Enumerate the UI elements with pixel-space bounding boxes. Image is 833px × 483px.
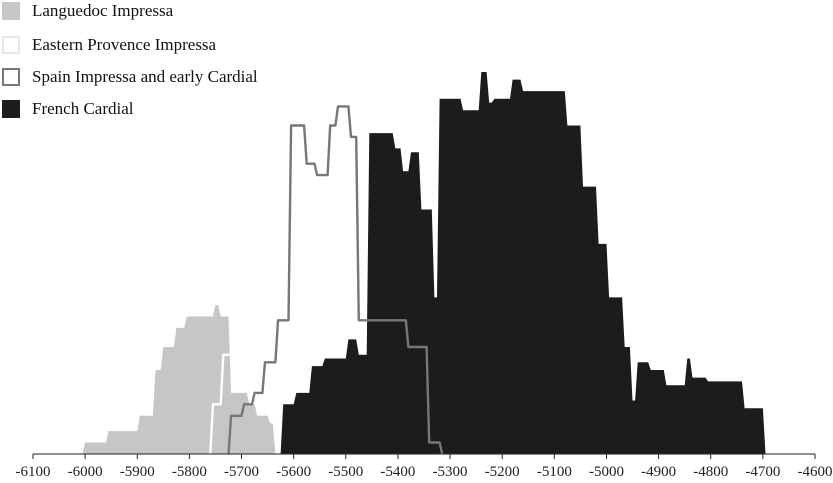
legend-swatch-eastern-provence-impressa bbox=[2, 36, 20, 54]
x-tick-label: -5100 bbox=[537, 464, 572, 480]
x-tick-label: -5000 bbox=[589, 464, 624, 480]
series-spain-impressa-and-early-cardial bbox=[227, 105, 444, 455]
x-tick-label: -5400 bbox=[380, 464, 415, 480]
x-tick-label: -5300 bbox=[433, 464, 468, 480]
legend-label-eastern-provence-impressa: Eastern Provence Impressa bbox=[32, 35, 217, 54]
x-tick-label: -5800 bbox=[172, 464, 207, 480]
series-layer bbox=[82, 72, 766, 455]
legend-label-languedoc-impressa: Languedoc Impressa bbox=[32, 1, 174, 20]
legend-swatch-french-cardial bbox=[2, 100, 20, 118]
x-tick-label: -5500 bbox=[328, 464, 363, 480]
x-tick-label: -5700 bbox=[224, 464, 259, 480]
x-tick-label: -5900 bbox=[120, 464, 155, 480]
x-tick-label: -4600 bbox=[798, 464, 833, 480]
legend-label-spain-impressa-early-cardial: Spain Impressa and early Cardial bbox=[32, 67, 258, 86]
x-tick-label: -4700 bbox=[745, 464, 780, 480]
x-axis-ticks: -6100 -6000 -5900 -5800 -5700 -5600 -5500 -5400… bbox=[16, 454, 833, 480]
x-tick-label: -4900 bbox=[641, 464, 676, 480]
legend-label-french-cardial: French Cardial bbox=[32, 99, 134, 118]
x-tick-label: -6000 bbox=[68, 464, 103, 480]
legend-swatch-languedoc-impressa bbox=[2, 2, 20, 20]
x-tick-label: -5200 bbox=[485, 464, 520, 480]
x-tick-label: -5600 bbox=[276, 464, 311, 480]
series-languedoc-impressa bbox=[82, 305, 276, 454]
legend-swatch-spain-impressa-early-cardial bbox=[2, 68, 20, 86]
x-tick-label: -6100 bbox=[16, 464, 51, 480]
series-french-cardial bbox=[280, 72, 766, 454]
x-tick-label: -4800 bbox=[693, 464, 728, 480]
